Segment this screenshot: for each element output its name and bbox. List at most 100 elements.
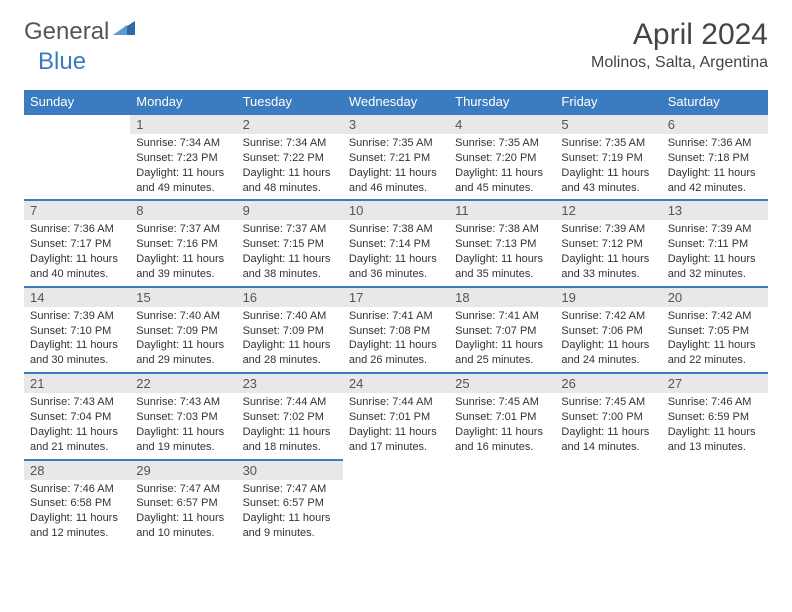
sunrise-text: Sunrise: 7:37 AM bbox=[136, 222, 230, 237]
daylight-line2: and 19 minutes. bbox=[136, 440, 230, 455]
day-number: 24 bbox=[343, 374, 449, 393]
daylight-line2: and 33 minutes. bbox=[561, 267, 655, 282]
daylight-line1: Daylight: 11 hours bbox=[455, 252, 549, 267]
calendar-day-cell bbox=[662, 460, 768, 546]
sunrise-text: Sunrise: 7:39 AM bbox=[668, 222, 762, 237]
daylight-line1: Daylight: 11 hours bbox=[561, 425, 655, 440]
daylight-line1: Daylight: 11 hours bbox=[668, 166, 762, 181]
day-number: 2 bbox=[237, 115, 343, 134]
sunset-text: Sunset: 7:14 PM bbox=[349, 237, 443, 252]
daylight-line2: and 30 minutes. bbox=[30, 353, 124, 368]
daylight-line2: and 32 minutes. bbox=[668, 267, 762, 282]
sunset-text: Sunset: 7:03 PM bbox=[136, 410, 230, 425]
sunset-text: Sunset: 7:11 PM bbox=[668, 237, 762, 252]
calendar-day-cell: 18Sunrise: 7:41 AMSunset: 7:07 PMDayligh… bbox=[449, 287, 555, 373]
daylight-line1: Daylight: 11 hours bbox=[561, 252, 655, 267]
day-number: 27 bbox=[662, 374, 768, 393]
day-number: 3 bbox=[343, 115, 449, 134]
daylight-line1: Daylight: 11 hours bbox=[243, 166, 337, 181]
sunset-text: Sunset: 7:01 PM bbox=[455, 410, 549, 425]
daylight-line1: Daylight: 11 hours bbox=[30, 338, 124, 353]
sunset-text: Sunset: 7:15 PM bbox=[243, 237, 337, 252]
weekday-header: Friday bbox=[555, 90, 661, 114]
sunrise-text: Sunrise: 7:45 AM bbox=[561, 395, 655, 410]
sunrise-text: Sunrise: 7:38 AM bbox=[455, 222, 549, 237]
day-details: Sunrise: 7:45 AMSunset: 7:00 PMDaylight:… bbox=[555, 393, 661, 458]
sunrise-text: Sunrise: 7:40 AM bbox=[243, 309, 337, 324]
sunset-text: Sunset: 6:57 PM bbox=[136, 496, 230, 511]
sunrise-text: Sunrise: 7:46 AM bbox=[668, 395, 762, 410]
day-number: 12 bbox=[555, 201, 661, 220]
day-number: 15 bbox=[130, 288, 236, 307]
day-details: Sunrise: 7:38 AMSunset: 7:13 PMDaylight:… bbox=[449, 220, 555, 285]
calendar-day-cell bbox=[343, 460, 449, 546]
sunset-text: Sunset: 7:16 PM bbox=[136, 237, 230, 252]
sunrise-text: Sunrise: 7:41 AM bbox=[455, 309, 549, 324]
day-details: Sunrise: 7:40 AMSunset: 7:09 PMDaylight:… bbox=[130, 307, 236, 372]
sunrise-text: Sunrise: 7:35 AM bbox=[349, 136, 443, 151]
sunset-text: Sunset: 7:05 PM bbox=[668, 324, 762, 339]
daylight-line1: Daylight: 11 hours bbox=[349, 338, 443, 353]
calendar-day-cell: 4Sunrise: 7:35 AMSunset: 7:20 PMDaylight… bbox=[449, 114, 555, 200]
weekday-header: Tuesday bbox=[237, 90, 343, 114]
sunrise-text: Sunrise: 7:40 AM bbox=[136, 309, 230, 324]
sunset-text: Sunset: 7:12 PM bbox=[561, 237, 655, 252]
brand-part2: Blue bbox=[38, 48, 86, 76]
calendar-day-cell: 16Sunrise: 7:40 AMSunset: 7:09 PMDayligh… bbox=[237, 287, 343, 373]
day-number: 30 bbox=[237, 461, 343, 480]
calendar-day-cell: 20 Sunrise: 7:42 AMSunset: 7:05 PMDayligh… bbox=[662, 287, 768, 373]
sunset-text: Sunset: 7:20 PM bbox=[455, 151, 549, 166]
daylight-line2: and 17 minutes. bbox=[349, 440, 443, 455]
sunrise-text: Sunrise: 7:34 AM bbox=[243, 136, 337, 151]
daylight-line2: and 43 minutes. bbox=[561, 181, 655, 196]
month-title: April 2024 bbox=[591, 18, 768, 52]
daylight-line1: Daylight: 11 hours bbox=[668, 425, 762, 440]
sunrise-text: Sunrise: 7:35 AM bbox=[561, 136, 655, 151]
daylight-line1: Daylight: 11 hours bbox=[30, 425, 124, 440]
sunset-text: Sunset: 7:18 PM bbox=[668, 151, 762, 166]
daylight-line1: Daylight: 11 hours bbox=[30, 511, 124, 526]
day-details: Sunrise: 7:45 AMSunset: 7:01 PMDaylight:… bbox=[449, 393, 555, 458]
daylight-line1: Daylight: 11 hours bbox=[30, 252, 124, 267]
daylight-line1: Daylight: 11 hours bbox=[668, 338, 762, 353]
day-number: 20 bbox=[662, 288, 768, 307]
weekday-header: Monday bbox=[130, 90, 236, 114]
daylight-line1: Daylight: 11 hours bbox=[243, 252, 337, 267]
sunrise-text: Sunrise: 7:47 AM bbox=[136, 482, 230, 497]
sunrise-text: Sunrise: 7:42 AM bbox=[668, 309, 762, 324]
day-details: Sunrise: 7:36 AMSunset: 7:18 PMDaylight:… bbox=[662, 134, 768, 199]
daylight-line2: and 40 minutes. bbox=[30, 267, 124, 282]
calendar-day-cell: 13Sunrise: 7:39 AMSunset: 7:11 PMDayligh… bbox=[662, 200, 768, 286]
sunrise-text: Sunrise: 7:35 AM bbox=[455, 136, 549, 151]
sunset-text: Sunset: 7:23 PM bbox=[136, 151, 230, 166]
sunrise-text: Sunrise: 7:46 AM bbox=[30, 482, 124, 497]
sunrise-text: Sunrise: 7:44 AM bbox=[349, 395, 443, 410]
daylight-line2: and 10 minutes. bbox=[136, 526, 230, 541]
day-details: Sunrise: 7:37 AMSunset: 7:16 PMDaylight:… bbox=[130, 220, 236, 285]
sunrise-text: Sunrise: 7:36 AM bbox=[668, 136, 762, 151]
brand-triangle-icon bbox=[113, 19, 135, 40]
sunset-text: Sunset: 7:10 PM bbox=[30, 324, 124, 339]
daylight-line1: Daylight: 11 hours bbox=[349, 425, 443, 440]
calendar-day-cell: 2Sunrise: 7:34 AMSunset: 7:22 PMDaylight… bbox=[237, 114, 343, 200]
sunset-text: Sunset: 6:58 PM bbox=[30, 496, 124, 511]
sunrise-text: Sunrise: 7:47 AM bbox=[243, 482, 337, 497]
daylight-line1: Daylight: 11 hours bbox=[243, 425, 337, 440]
day-details: Sunrise: 7:43 AMSunset: 7:03 PMDaylight:… bbox=[130, 393, 236, 458]
day-details: Sunrise: 7:34 AMSunset: 7:22 PMDaylight:… bbox=[237, 134, 343, 199]
daylight-line1: Daylight: 11 hours bbox=[136, 166, 230, 181]
daylight-line2: and 35 minutes. bbox=[455, 267, 549, 282]
calendar-week-row: 28Sunrise: 7:46 AMSunset: 6:58 PMDayligh… bbox=[24, 460, 768, 546]
sunset-text: Sunset: 7:08 PM bbox=[349, 324, 443, 339]
calendar-day-cell: 10Sunrise: 7:38 AMSunset: 7:14 PMDayligh… bbox=[343, 200, 449, 286]
daylight-line2: and 18 minutes. bbox=[243, 440, 337, 455]
sunset-text: Sunset: 7:09 PM bbox=[136, 324, 230, 339]
calendar-day-cell: 19Sunrise: 7:42 AMSunset: 7:06 PMDayligh… bbox=[555, 287, 661, 373]
day-number: 10 bbox=[343, 201, 449, 220]
day-number: 4 bbox=[449, 115, 555, 134]
daylight-line1: Daylight: 11 hours bbox=[668, 252, 762, 267]
day-number: 25 bbox=[449, 374, 555, 393]
daylight-line2: and 26 minutes. bbox=[349, 353, 443, 368]
sunset-text: Sunset: 7:02 PM bbox=[243, 410, 337, 425]
day-number: 18 bbox=[449, 288, 555, 307]
